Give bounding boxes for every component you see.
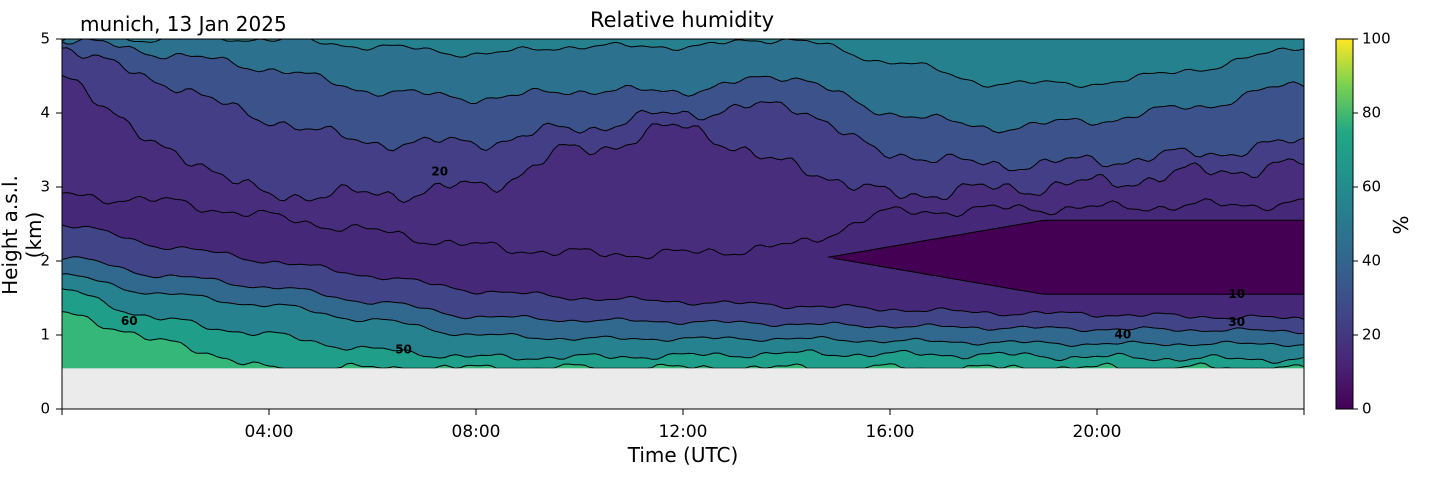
- y-tick-label: 0: [40, 400, 50, 418]
- x-axis-label: Time (UTC): [627, 443, 739, 467]
- y-axis: 0 1 2 3 4 5: [40, 30, 62, 418]
- contour-line-l2: [62, 74, 1304, 204]
- rh-band-dry-core: [827, 220, 1304, 295]
- colorbar-tick-label: 80: [1362, 104, 1381, 122]
- heatmap-plot-area: 60 50 20 40 30 10: [61, 38, 1305, 410]
- colorbar-tick-label: 20: [1362, 326, 1381, 344]
- y-tick-label: 2: [40, 252, 50, 270]
- x-tick-label: 12:00: [659, 422, 708, 442]
- colorbar-label: %: [1388, 215, 1412, 235]
- contour-line-dry-core: [827, 219, 1304, 295]
- contour-label: 50: [395, 342, 412, 356]
- rh-band-upper-40: [62, 39, 1304, 88]
- contour-line-rh30: [62, 256, 1304, 335]
- colorbar: 0 20 40 60 80 100: [1335, 30, 1391, 418]
- x-tick-label: 08:00: [452, 422, 501, 442]
- contour-label: 20: [431, 165, 448, 179]
- contour-line-rh40: [62, 273, 1304, 348]
- x-tick-label: 04:00: [245, 422, 294, 442]
- colorbar-tick-label: 60: [1362, 178, 1381, 196]
- contour-label: 30: [1228, 315, 1245, 329]
- colorbar-gradient: [1335, 38, 1354, 410]
- chart-title: Relative humidity: [589, 8, 775, 32]
- contour-label: 40: [1115, 328, 1132, 342]
- site-date-label: munich, 13 Jan 2025: [80, 12, 287, 36]
- y-tick-label: 4: [40, 104, 50, 122]
- x-axis: 04:00 08:00 12:00 16:00 20:00: [61, 409, 1305, 442]
- x-tick-label: 20:00: [1073, 422, 1122, 442]
- x-tick-label: 16:00: [866, 422, 915, 442]
- colorbar-tick-label: 100: [1362, 30, 1391, 48]
- y-tick-label: 1: [40, 326, 50, 344]
- contour-line-rh50: [62, 288, 1304, 364]
- contour-line-rh20: [62, 224, 1304, 320]
- y-axis-label: Height a.s.l. (km): [0, 175, 46, 295]
- y-tick-label: 3: [40, 178, 50, 196]
- contour-label: 60: [121, 314, 138, 328]
- colorbar-tick-label: 0: [1362, 400, 1372, 418]
- contour-line-l1: [62, 192, 1304, 260]
- contour-line-rh60: [62, 311, 1304, 369]
- rh-band-40: [62, 273, 1304, 369]
- colorbar-tick-label: 40: [1362, 252, 1381, 270]
- contour-line-l5: [62, 39, 1304, 89]
- contour-label: 10: [1228, 287, 1245, 301]
- contour-line-l4: [62, 39, 1304, 134]
- y-tick-label: 5: [40, 30, 50, 48]
- contour-line-l3: [62, 47, 1304, 172]
- no-data-region: [62, 368, 1304, 409]
- rh-band-60: [62, 311, 1304, 369]
